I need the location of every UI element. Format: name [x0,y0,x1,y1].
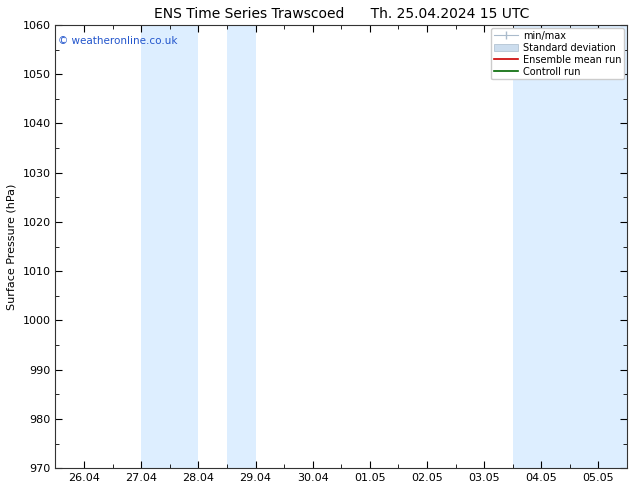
Text: © weatheronline.co.uk: © weatheronline.co.uk [58,36,178,46]
Bar [513,25,541,468]
Bar [541,25,627,468]
Bar [141,25,198,468]
Legend: min/max, Standard deviation, Ensemble mean run, Controll run: min/max, Standard deviation, Ensemble me… [491,28,624,79]
Bar [227,25,256,468]
Y-axis label: Surface Pressure (hPa): Surface Pressure (hPa) [7,183,17,310]
Title: ENS Time Series Trawscoed      Th. 25.04.2024 15 UTC: ENS Time Series Trawscoed Th. 25.04.2024… [153,7,529,21]
